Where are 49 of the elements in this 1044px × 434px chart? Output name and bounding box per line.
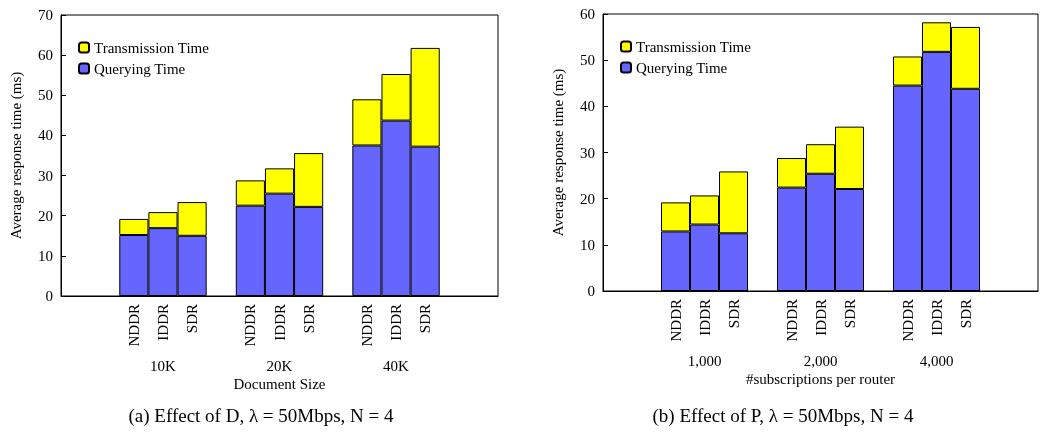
y-tick-label: 30 bbox=[38, 167, 53, 184]
x-tick-label: NDDR bbox=[783, 299, 800, 342]
x-tick-label: NDDR bbox=[667, 299, 684, 342]
x-tick-label: SDR bbox=[417, 304, 434, 334]
y-tick-label: 20 bbox=[580, 190, 595, 207]
x-tick-label: NDDR bbox=[899, 299, 916, 342]
y-tick-label: 10 bbox=[580, 236, 595, 253]
text: 20K bbox=[266, 357, 293, 374]
text: (a) Effect of D, λ = 50Mbps, N = 4 bbox=[128, 405, 395, 427]
y-tick-label: 60 bbox=[580, 6, 595, 22]
x-tick-label: SDR bbox=[725, 299, 742, 329]
x-tick-label: IDDR bbox=[271, 304, 288, 341]
x-tick-label: NDDR bbox=[358, 304, 375, 347]
y-tick-label: 50 bbox=[580, 52, 595, 69]
x-tick-label: IDDR bbox=[388, 304, 405, 341]
legend-label: Querying Time bbox=[636, 59, 728, 76]
y-tick-label: 40 bbox=[38, 127, 53, 144]
x-tick-label: IDDR bbox=[928, 299, 945, 336]
x-tick-label: SDR bbox=[184, 304, 201, 334]
x-tick-label: SDR bbox=[300, 304, 317, 334]
y-tick-label: 10 bbox=[38, 247, 53, 264]
x-tick-label: IDDR bbox=[696, 299, 713, 336]
text: 40K bbox=[383, 357, 410, 374]
x-tick-label: NDDR bbox=[242, 304, 259, 347]
x-tick-label: SDR bbox=[957, 299, 974, 329]
text: 1,000 bbox=[687, 352, 722, 369]
y-axis-title: Average response time (ms) bbox=[7, 71, 25, 240]
x-tick-label: NDDR bbox=[125, 304, 142, 347]
y-tick-label: 0 bbox=[45, 288, 53, 304]
x-tick-label: SDR bbox=[841, 299, 858, 329]
text: 4,000 bbox=[919, 352, 954, 369]
text: (b) Effect of P, λ = 50Mbps, N = 4 bbox=[652, 405, 914, 427]
y-tick-label: 60 bbox=[38, 47, 53, 64]
x-axis-title: Document Size bbox=[233, 375, 326, 392]
text: 2,000 bbox=[803, 352, 838, 369]
legend-label: Transmission Time bbox=[94, 39, 210, 56]
text: 10K bbox=[150, 357, 177, 374]
y-tick-label: 0 bbox=[587, 283, 595, 299]
x-tick-label: IDDR bbox=[812, 299, 829, 336]
y-tick-label: 20 bbox=[38, 207, 53, 224]
y-tick-label: 70 bbox=[38, 7, 53, 23]
y-axis-title: Average response time (ms) bbox=[549, 68, 567, 237]
y-tick-label: 50 bbox=[38, 87, 53, 104]
y-tick-label: 30 bbox=[580, 144, 595, 161]
legend-label: Querying Time bbox=[94, 60, 186, 77]
x-axis-title: #subscriptions per router bbox=[745, 370, 896, 387]
x-tick-label: IDDR bbox=[154, 304, 171, 341]
y-tick-label: 40 bbox=[580, 98, 595, 115]
legend-label: Transmission Time bbox=[636, 38, 752, 55]
